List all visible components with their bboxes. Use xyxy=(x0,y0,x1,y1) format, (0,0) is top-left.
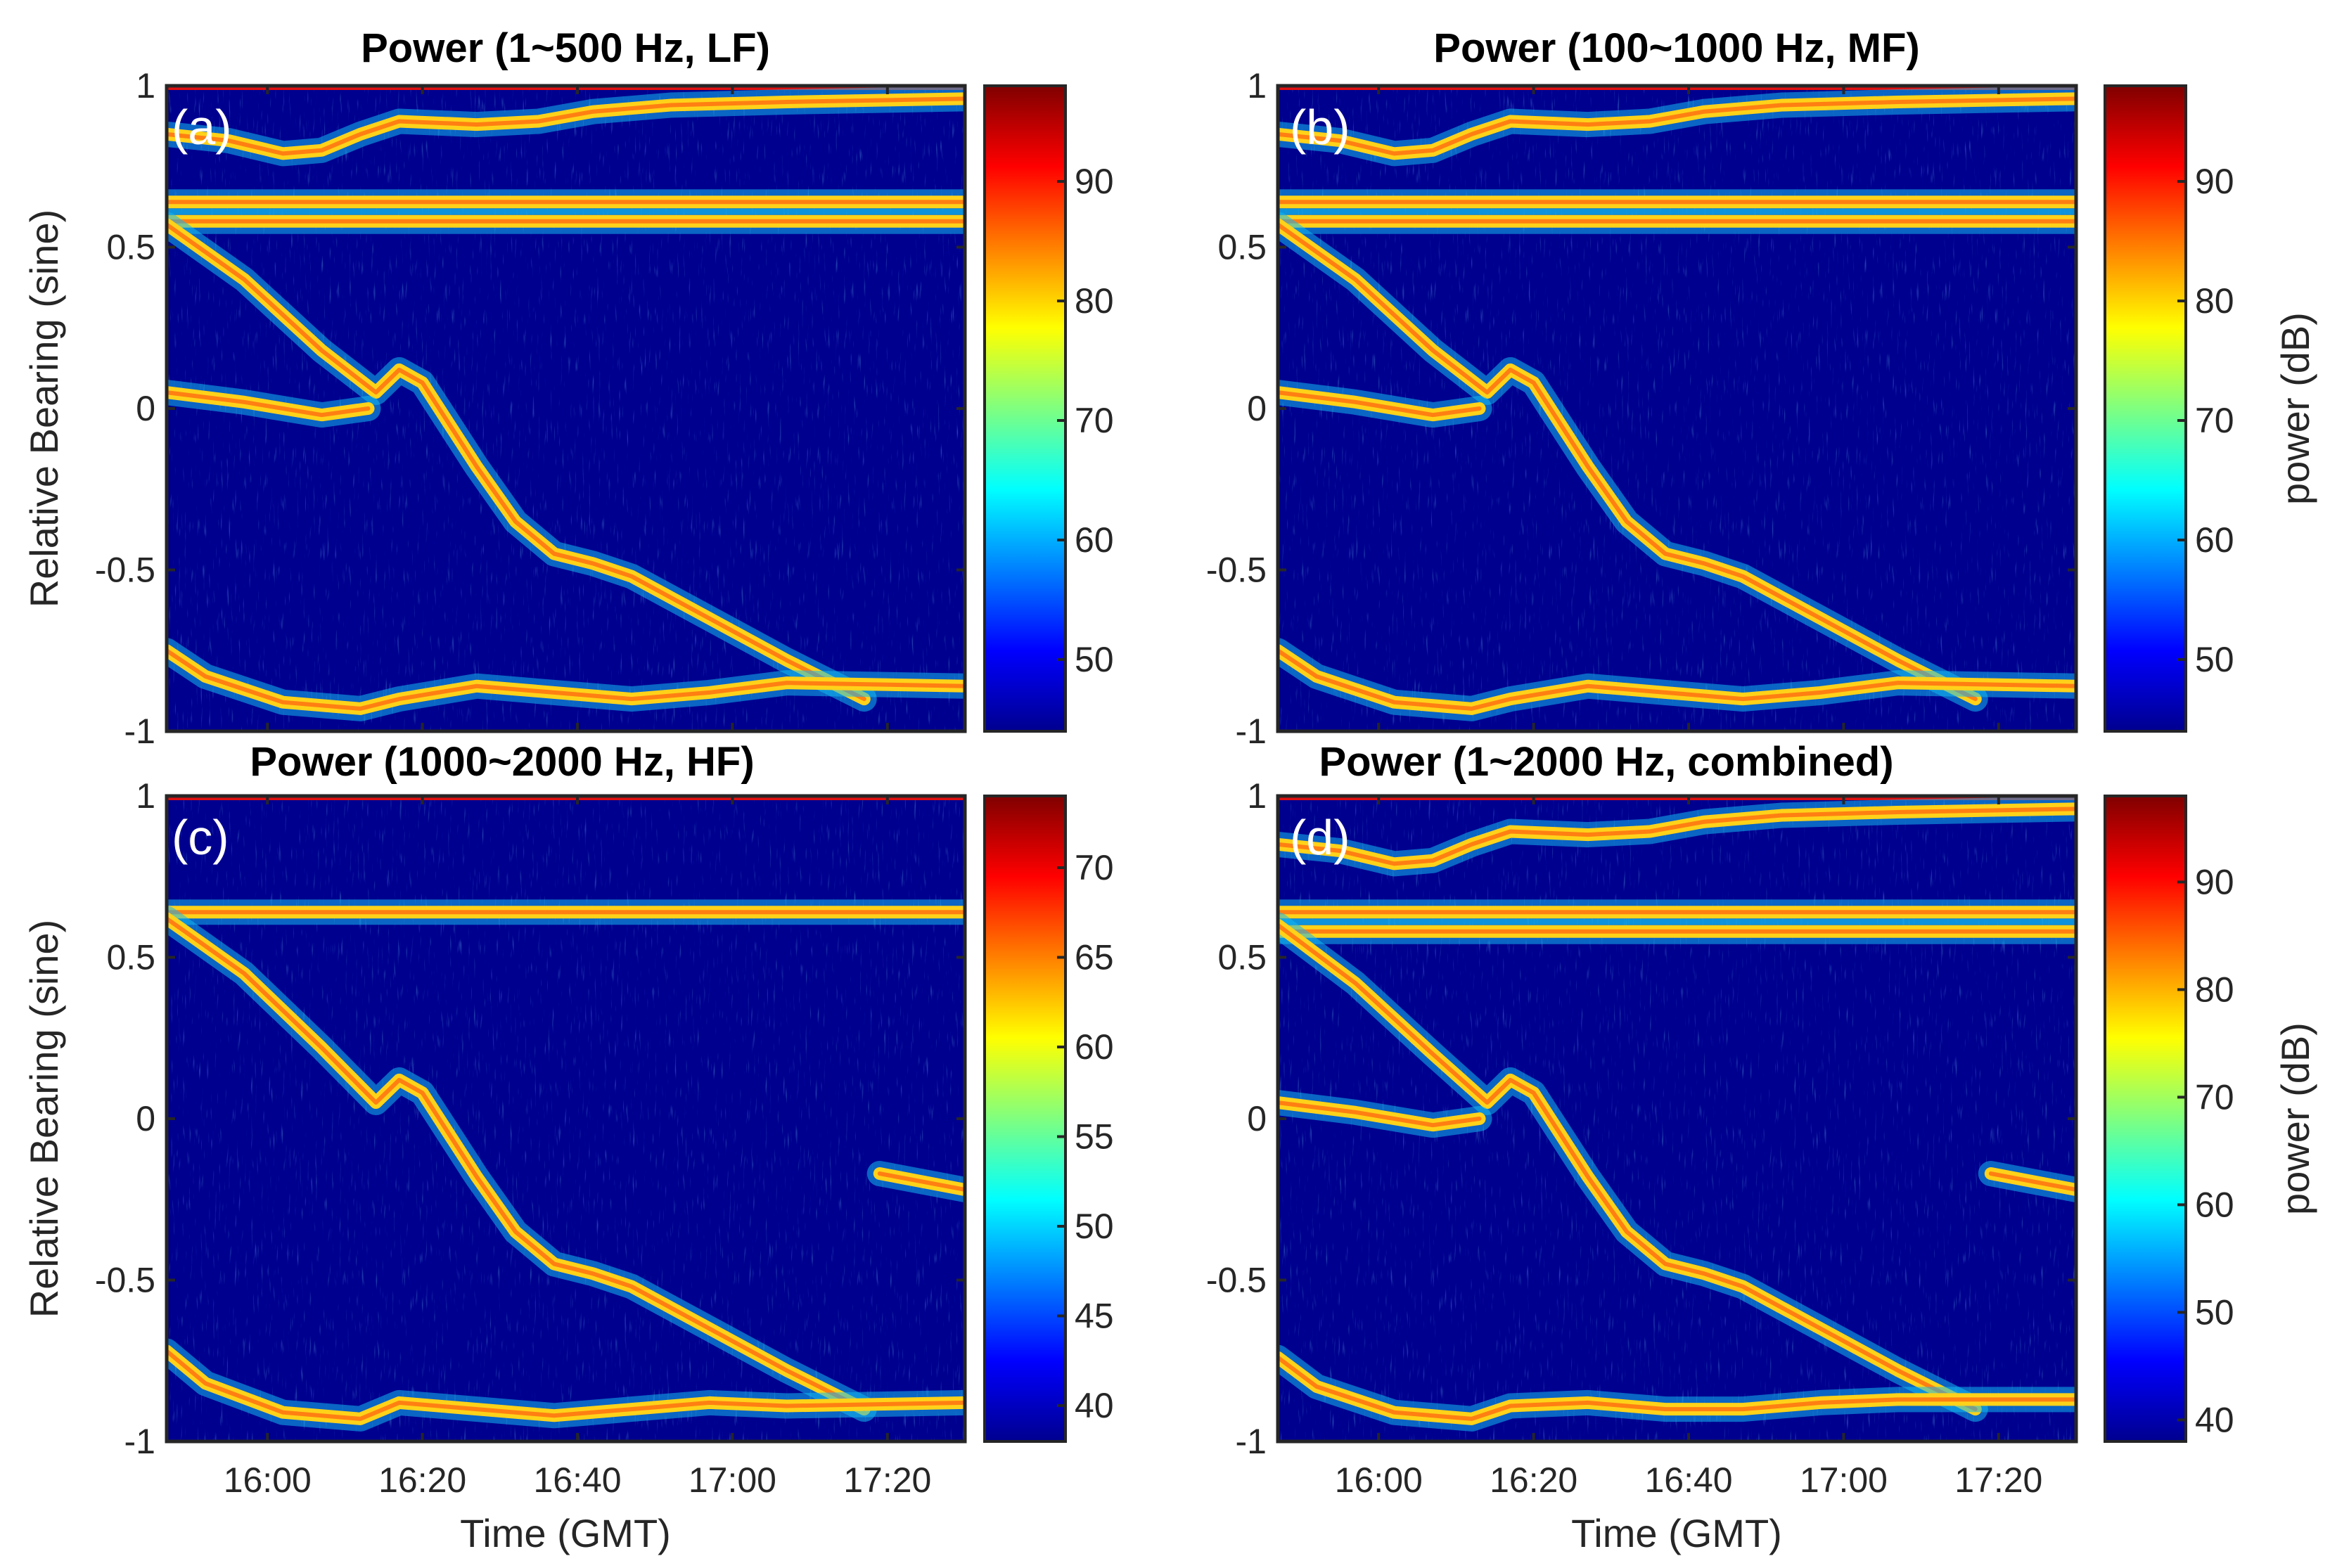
colorbar-tick-label: 55 xyxy=(1075,1117,1114,1157)
x-tick-label: 16:40 xyxy=(533,1460,621,1500)
colorbar-tick-label: 50 xyxy=(2195,640,2234,679)
panel-label: (a) xyxy=(172,100,232,155)
x-tick-label: 17:20 xyxy=(1954,1460,2042,1500)
y-tick-label: -1 xyxy=(124,712,155,751)
y-tick-label: 0 xyxy=(136,1099,155,1138)
track-upper-track-core xyxy=(167,96,965,156)
track-short-track-core xyxy=(1988,1171,2076,1192)
x-axis-label: Time (GMT) xyxy=(1571,1511,1782,1555)
y-tick-label: 0 xyxy=(136,389,155,428)
track-main-target-core xyxy=(1278,222,1978,702)
colorbar-label: power (dB) xyxy=(2273,312,2317,505)
colorbar-tick-label: 60 xyxy=(1075,520,1114,560)
y-tick-label: 1 xyxy=(1247,66,1267,105)
y-tick-label: 0.5 xyxy=(1217,228,1267,267)
track-main-target-core xyxy=(1278,923,1978,1412)
y-tick-label: -1 xyxy=(124,1422,155,1461)
colorbar-label: power (dB) xyxy=(2273,1022,2317,1215)
x-axis-label: Time (GMT) xyxy=(460,1511,671,1555)
colorbar-tick-label: 70 xyxy=(1075,401,1114,440)
colorbar-tick-label: 45 xyxy=(1075,1297,1114,1336)
track-upper-track-core xyxy=(1278,96,2076,156)
panel-d: Power (1~2000 Hz, combined) (d) -1 -0.5 0 0… xyxy=(1206,739,2317,1555)
panel-label: (b) xyxy=(1290,100,1350,155)
colorbar-tick-label: 80 xyxy=(1075,281,1114,321)
track-near-zero-track-core xyxy=(167,390,371,418)
track-near-zero-track-core xyxy=(1278,1100,1482,1128)
y-tick-label: 0 xyxy=(1247,389,1267,428)
colorbar-tick-label: 60 xyxy=(1075,1027,1114,1067)
track-bottom-track-core xyxy=(1278,1355,2076,1421)
colorbar-tick-label: 50 xyxy=(2195,1292,2234,1332)
track-bottom-track-core xyxy=(167,648,965,711)
x-tick-label: 16:00 xyxy=(224,1460,312,1500)
y-tick-label: 1 xyxy=(136,66,155,105)
x-tick-label: 16:20 xyxy=(378,1460,466,1500)
colorbar-tick-label: 40 xyxy=(1075,1386,1114,1425)
y-axis-label: Relative Bearing (sine) xyxy=(22,920,66,1318)
track-short-track-core xyxy=(877,1171,965,1192)
x-tick-label: 16:20 xyxy=(1490,1460,1577,1500)
panel-a: Power (1~500 Hz, LF) (a) -1 -0.5 0 0.5 1 Rel… xyxy=(22,25,1114,751)
panel-c: Power (1000~2000 Hz, HF) (c) -1 -0.5 0 0.5 1… xyxy=(22,739,1114,1555)
colorbar-tick-label: 50 xyxy=(1075,1207,1114,1246)
track-bottom-track-core xyxy=(1278,648,2076,711)
colorbar-tick-label: 80 xyxy=(2195,970,2234,1009)
y-tick-label: 0.5 xyxy=(106,938,155,977)
colorbar-tick-label: 60 xyxy=(2195,1185,2234,1224)
noise-speckle xyxy=(167,796,965,1441)
colorbar-tick-label: 50 xyxy=(1075,640,1114,679)
y-tick-label: 1 xyxy=(1247,776,1267,816)
x-tick-label: 16:40 xyxy=(1644,1460,1732,1500)
x-tick-label: 17:20 xyxy=(843,1460,931,1500)
colorbar xyxy=(983,795,1067,1443)
colorbar-tick-label: 70 xyxy=(2195,401,2234,440)
colorbar-tick-label: 65 xyxy=(1075,938,1114,977)
colorbar-tick-label: 60 xyxy=(2195,520,2234,560)
y-tick-label: -1 xyxy=(1236,1422,1267,1461)
colorbar-tick-label: 40 xyxy=(2195,1400,2234,1439)
panel-b: Power (100~1000 Hz, MF) (b) -1-0.500.51 … xyxy=(1206,25,2317,751)
x-tick-label: 16:00 xyxy=(1335,1460,1423,1500)
panel-title: Power (1000~2000 Hz, HF) xyxy=(250,739,754,785)
y-tick-label: 0.5 xyxy=(1217,938,1267,977)
x-tick-label: 17:00 xyxy=(1800,1460,1888,1500)
colorbar xyxy=(983,84,1067,733)
colorbar-tick-label: 90 xyxy=(2195,162,2234,201)
x-tick-label: 17:00 xyxy=(689,1460,776,1500)
y-tick-label: -0.5 xyxy=(1206,551,1267,590)
panel-title: Power (1~2000 Hz, combined) xyxy=(1319,739,1893,785)
panel-title: Power (1~500 Hz, LF) xyxy=(361,25,770,71)
y-tick-label: -0.5 xyxy=(1206,1261,1267,1300)
track-main-target-core xyxy=(167,222,866,702)
track-main-target-core xyxy=(167,916,866,1412)
panel-label: (d) xyxy=(1290,810,1350,865)
y-tick-label: 1 xyxy=(136,776,155,816)
colorbar xyxy=(2104,84,2187,733)
colorbar-tick-label: 90 xyxy=(2195,862,2234,901)
y-tick-label: -1 xyxy=(1236,712,1267,751)
panel-label: (c) xyxy=(172,810,229,865)
panel-title: Power (100~1000 Hz, MF) xyxy=(1433,25,1919,71)
colorbar xyxy=(2104,795,2187,1443)
y-tick-label: -0.5 xyxy=(95,551,155,590)
y-axis-label: Relative Bearing (sine) xyxy=(22,210,66,608)
colorbar-tick-label: 70 xyxy=(2195,1077,2234,1117)
track-near-zero-track-core xyxy=(1278,390,1482,418)
track-bottom-track-core xyxy=(167,1349,965,1421)
colorbar-tick-label: 80 xyxy=(2195,281,2234,321)
y-tick-label: -0.5 xyxy=(95,1261,155,1300)
y-tick-label: 0 xyxy=(1247,1099,1267,1138)
track-upper-track-core xyxy=(1278,807,2076,866)
colorbar-tick-label: 90 xyxy=(1075,162,1114,201)
colorbar-tick-label: 70 xyxy=(1075,848,1114,887)
y-tick-label: 0.5 xyxy=(106,228,155,267)
